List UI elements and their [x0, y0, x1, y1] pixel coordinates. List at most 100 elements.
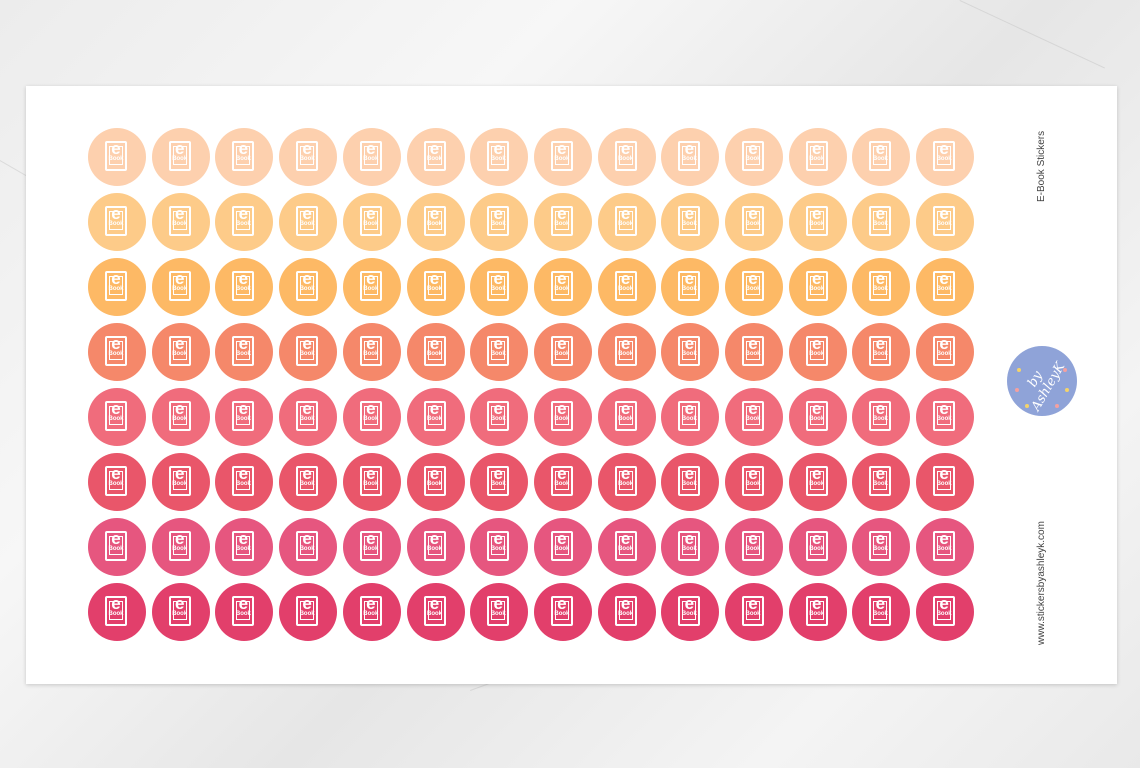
sticker-letter: e — [493, 334, 503, 353]
sticker-word: Book — [172, 416, 188, 422]
ebook-sticker: e Book — [725, 388, 783, 446]
ebook-sticker: e Book — [215, 258, 274, 316]
ebook-sticker: e Book — [406, 128, 465, 186]
sticker-word: Book — [936, 286, 952, 292]
ebook-tablet-icon: e Book — [232, 205, 255, 236]
sticker-letter: e — [429, 269, 440, 288]
sticker-letter: e — [939, 269, 949, 288]
tablet-screen — [554, 406, 569, 425]
tablet-screen — [172, 276, 187, 295]
ebook-sticker: e Book — [279, 258, 338, 316]
ebook-sticker: e Book — [215, 193, 274, 251]
sticker-word: Book — [745, 611, 761, 617]
tablet-screen — [109, 471, 123, 490]
ebook-tablet-icon: e Book — [869, 400, 892, 431]
tablet-screen — [873, 276, 888, 295]
ebook-sticker: e Book — [151, 583, 210, 641]
tablet-screen — [682, 211, 697, 230]
tablet-screen — [491, 536, 506, 555]
ebook-tablet-icon: e Book — [168, 595, 191, 626]
ebook-sticker: e Book — [725, 193, 783, 251]
sticker-word: Book — [299, 611, 315, 617]
tablet-screen — [682, 406, 697, 425]
ebook-sticker: e Book — [661, 258, 720, 316]
ebook-tablet-icon: e Book — [359, 205, 382, 236]
ebook-sticker: e Book — [151, 258, 210, 316]
sticker-letter: e — [748, 464, 758, 483]
ebook-tablet-icon: e Book — [359, 270, 382, 301]
ebook-tablet-icon: e Book — [423, 334, 446, 366]
sticker-letter: e — [748, 399, 758, 418]
sticker-word: Book — [681, 546, 697, 552]
tablet-screen — [236, 211, 251, 230]
tablet-screen — [809, 146, 824, 165]
ebook-tablet-icon: e Book — [168, 335, 191, 366]
sticker-word: Book — [427, 416, 442, 422]
tablet-screen — [618, 276, 633, 295]
tablet-screen — [300, 406, 315, 425]
ebook-sticker: e Book — [279, 583, 338, 641]
ebook-sticker: e Book — [406, 323, 465, 381]
ebook-sticker: e Book — [852, 323, 911, 381]
tablet-screen — [363, 341, 378, 360]
tablet-screen — [873, 211, 888, 230]
tablet-screen — [300, 211, 315, 230]
tablet-screen — [172, 341, 187, 360]
ebook-sticker: e Book — [725, 323, 783, 381]
tablet-screen — [236, 406, 251, 425]
sticker-word: Book — [745, 156, 761, 162]
sticker-word: Book — [936, 481, 952, 487]
sticker-word: Book — [681, 351, 697, 357]
sticker-word: Book — [554, 481, 570, 487]
sticker-word: Book — [172, 546, 188, 552]
sticker-letter: e — [238, 334, 249, 353]
tablet-screen — [109, 146, 123, 165]
ebook-tablet-icon: e Book — [869, 205, 892, 236]
sticker-letter: e — [302, 529, 312, 548]
sheet-title: E-Book Stickers — [1036, 130, 1047, 202]
ebook-sticker: e Book — [342, 193, 401, 251]
sticker-word: Book — [172, 481, 188, 487]
tablet-screen — [809, 536, 824, 555]
ebook-sticker: e Book — [342, 323, 401, 381]
ebook-sticker: e Book — [88, 128, 146, 186]
sticker-word: Book — [108, 351, 124, 357]
ebook-sticker: e Book — [852, 583, 911, 641]
ebook-sticker: e Book — [215, 453, 274, 511]
ebook-sticker: e Book — [88, 323, 146, 381]
sticker-letter: e — [174, 399, 185, 418]
tablet-screen — [363, 471, 378, 490]
tablet-screen — [363, 211, 378, 230]
ebook-sticker: e Book — [215, 128, 274, 186]
sticker-letter: e — [875, 464, 886, 483]
ebook-tablet-icon: e Book — [105, 139, 127, 171]
sticker-letter: e — [684, 334, 695, 353]
ebook-sticker: e Book — [597, 128, 656, 186]
tablet-screen — [873, 536, 888, 555]
ebook-tablet-icon: e Book — [487, 595, 510, 626]
sticker-word: Book — [299, 286, 315, 292]
sticker-word: Book — [745, 546, 761, 552]
sticker-letter: e — [111, 399, 121, 418]
ebook-tablet-icon: e Book — [168, 205, 191, 236]
sticker-letter: e — [557, 529, 567, 548]
sticker-word: Book — [363, 221, 379, 227]
ebook-sticker: e Book — [916, 128, 975, 186]
ebook-tablet-icon: e Book — [933, 335, 956, 366]
ebook-tablet-icon: e Book — [232, 270, 255, 301]
sticker-letter: e — [429, 334, 440, 353]
sticker-letter: e — [493, 529, 503, 548]
ebook-sticker: e Book — [215, 518, 274, 576]
tablet-screen — [873, 601, 888, 620]
ebook-tablet-icon: e Book — [105, 399, 127, 431]
sticker-letter: e — [875, 334, 886, 353]
ebook-tablet-icon: e Book — [678, 140, 701, 171]
sticker-letter: e — [238, 594, 249, 613]
tablet-screen — [618, 406, 633, 425]
sticker-letter: e — [111, 139, 121, 158]
ebook-sticker: e Book — [916, 583, 975, 641]
tablet-screen — [937, 601, 952, 620]
sticker-word: Book — [299, 481, 315, 487]
sticker-word: Book — [235, 546, 251, 552]
tablet-screen — [427, 601, 442, 620]
